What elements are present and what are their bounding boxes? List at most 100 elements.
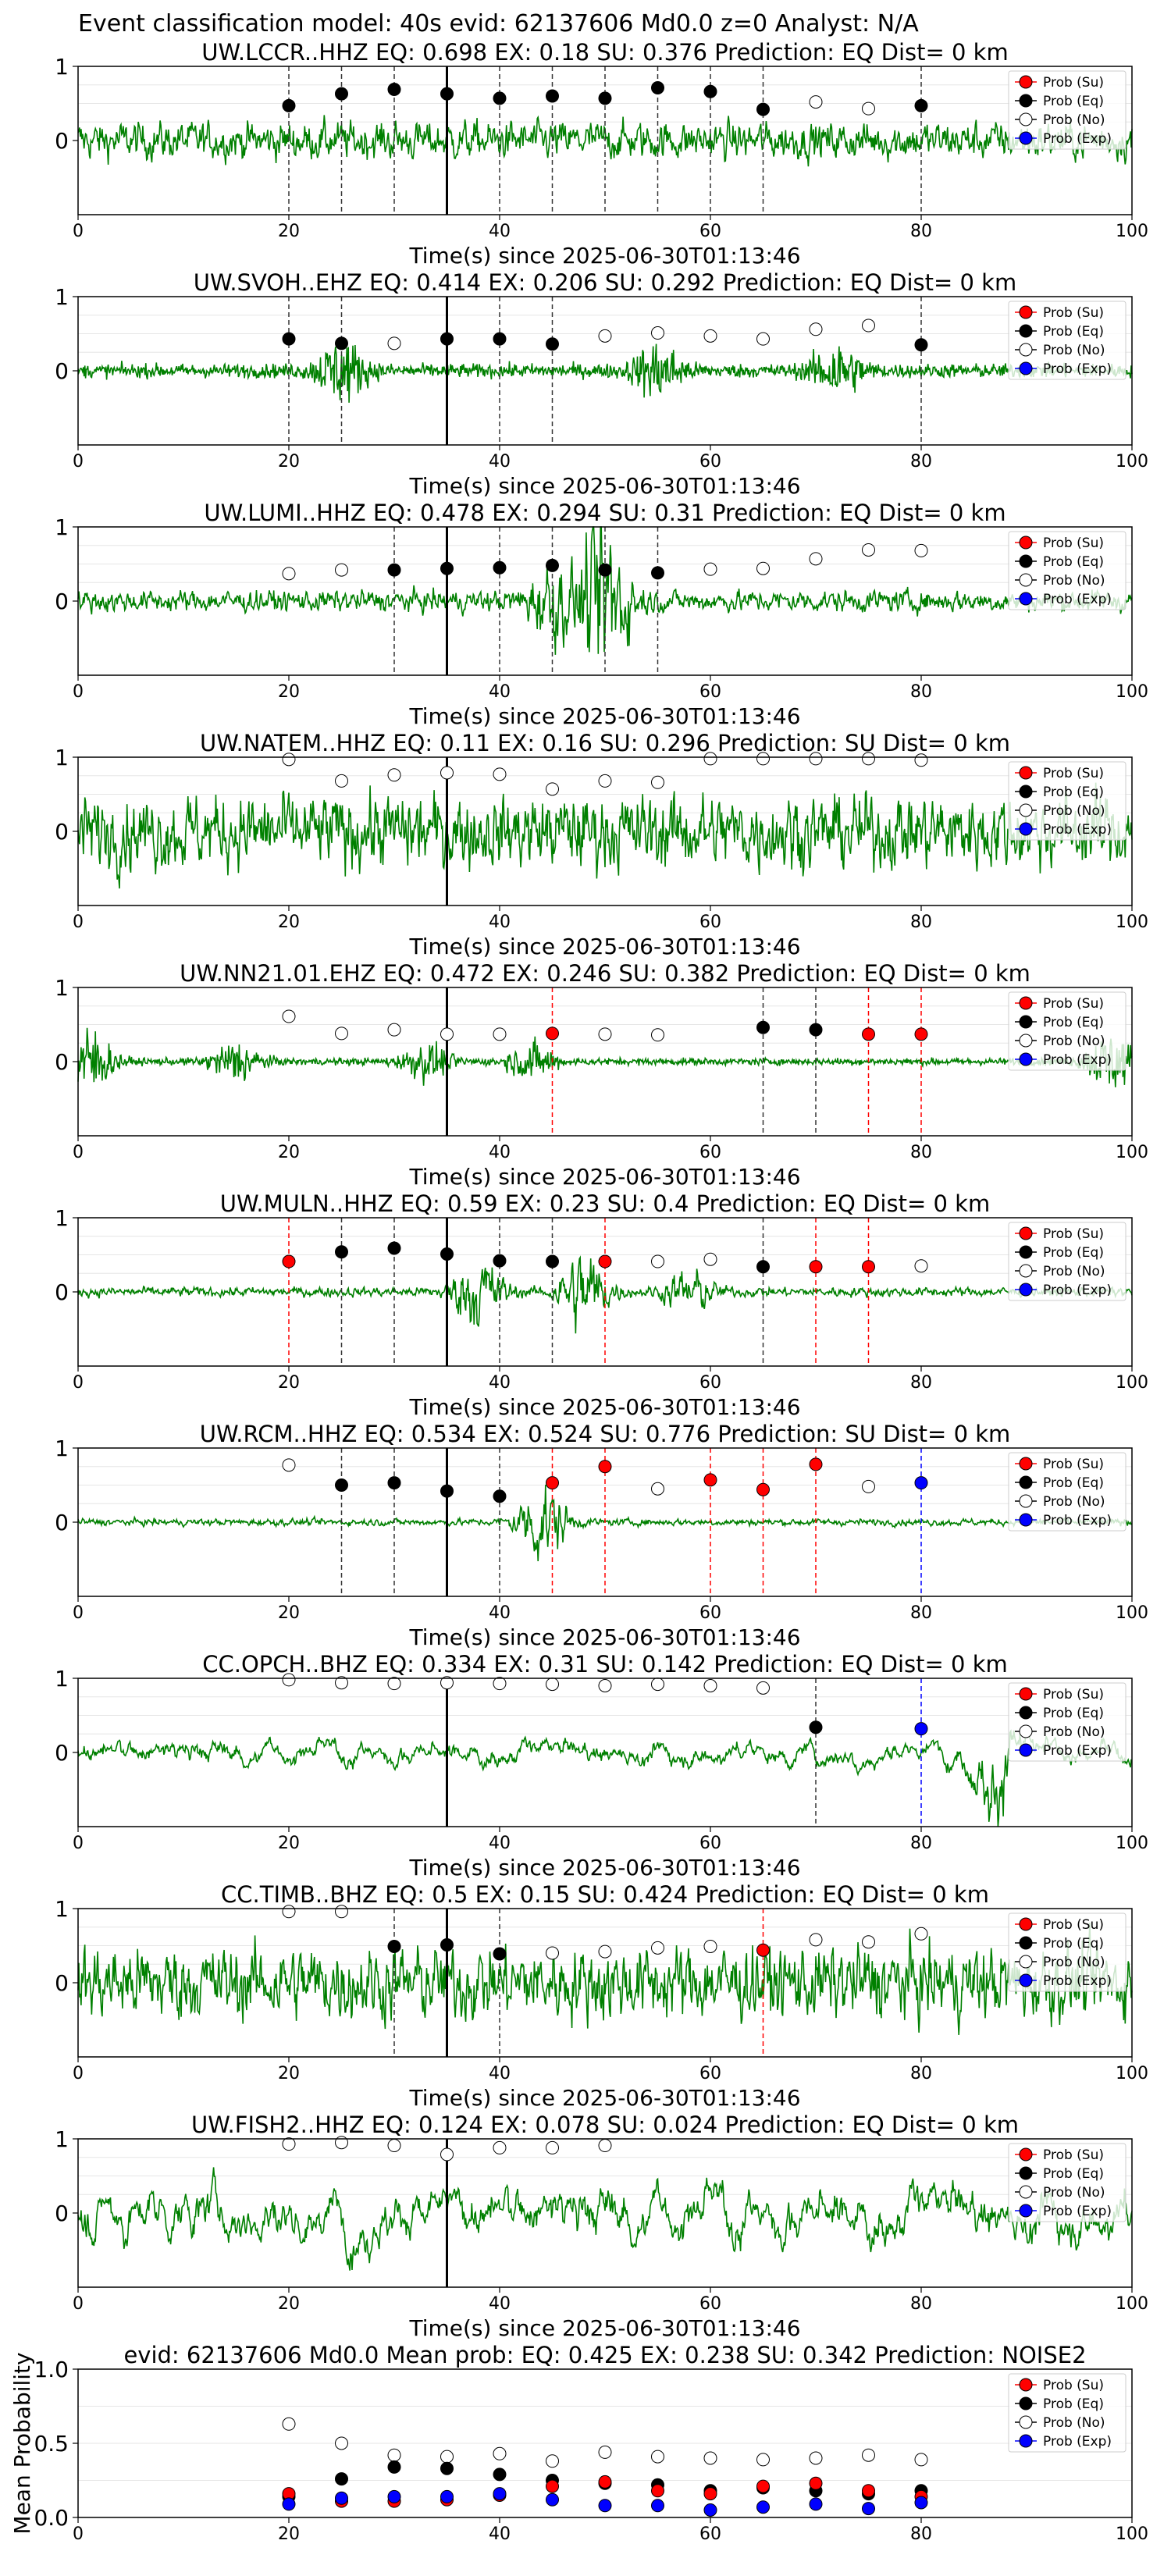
prob-marker: [493, 1489, 507, 1503]
prob-marker: [282, 1254, 296, 1268]
x-axis-label: Time(s) since 2025-06-30T01:13:46: [408, 1394, 800, 1420]
mean-prob-marker: [387, 2460, 401, 2474]
mean-prob-marker: [282, 2497, 296, 2511]
x-tick-label: 60: [699, 2064, 721, 2083]
x-tick-label: 20: [278, 1603, 300, 1623]
prob-marker: [703, 1679, 717, 1692]
prob-marker: [546, 1476, 559, 1490]
x-tick-label: 100: [1116, 1373, 1148, 1393]
legend-label: Prob (Eq): [1043, 2166, 1104, 2182]
legend-marker: [1019, 2396, 1033, 2411]
x-tick-label: 0: [73, 1143, 84, 1162]
mean-prob-marker: [335, 2436, 348, 2450]
x-tick-label: 40: [489, 222, 511, 241]
y-tick-label: 0: [55, 1740, 69, 1766]
x-tick-label: 100: [1116, 913, 1148, 932]
prob-marker: [282, 1458, 296, 1472]
legend-label: Prob (Su): [1043, 2378, 1104, 2393]
prob-marker: [862, 543, 875, 557]
x-tick-label: 60: [699, 222, 721, 241]
mean-prob-marker: [809, 2451, 823, 2465]
legend-marker: [1019, 75, 1033, 89]
prob-marker: [598, 1679, 612, 1692]
panel-title: evid: 62137606 Md0.0 Mean prob: EQ: 0.42…: [123, 2342, 1086, 2368]
x-tick-label: 20: [278, 452, 300, 471]
prob-marker: [862, 1935, 875, 1949]
x-axis-label: Time(s) since 2025-06-30T01:13:46: [408, 1164, 800, 1190]
x-tick-label: 40: [489, 2524, 511, 2544]
legend-label: Prob (Su): [1043, 996, 1104, 1012]
legend-marker: [1019, 343, 1033, 357]
panel-1: UW.LCCR..HHZ EQ: 0.698 EX: 0.18 SU: 0.37…: [55, 39, 1148, 269]
x-tick-label: 80: [910, 2064, 932, 2083]
x-tick-label: 100: [1116, 452, 1148, 471]
prob-marker: [756, 752, 770, 766]
mean-prob-marker: [756, 2453, 770, 2467]
prob-marker: [546, 558, 559, 572]
y-tick-label: 1: [55, 54, 69, 80]
prob-marker: [598, 1944, 612, 1959]
legend-marker: [1019, 1457, 1033, 1471]
x-tick-label: 40: [489, 1373, 511, 1393]
legend-marker: [1019, 785, 1033, 799]
prob-marker: [335, 1026, 348, 1041]
legend-marker: [1019, 1264, 1033, 1278]
prob-marker: [440, 1247, 454, 1261]
legend-marker: [1019, 2378, 1033, 2392]
x-tick-label: 0: [73, 913, 84, 932]
prob-marker: [440, 1938, 454, 1952]
prob-marker: [914, 1722, 928, 1736]
y-tick-label: 0: [55, 128, 69, 154]
prob-marker: [282, 2137, 296, 2151]
y-tick-label: 1: [55, 1436, 69, 1461]
x-tick-label: 60: [699, 452, 721, 471]
prob-marker: [651, 1028, 664, 1042]
prob-marker: [809, 552, 823, 566]
legend-marker: [1019, 305, 1033, 319]
legend-label: Prob (No): [1043, 2185, 1105, 2201]
prob-marker: [335, 2136, 348, 2150]
legend-marker: [1019, 112, 1033, 126]
prob-marker: [387, 768, 401, 782]
mean-prob-marker: [598, 2475, 612, 2489]
panel-title: UW.NN21.01.EHZ EQ: 0.472 EX: 0.246 SU: 0…: [180, 960, 1030, 987]
mean-prob-marker: [335, 2472, 348, 2486]
prob-marker: [703, 562, 717, 576]
panel-title: UW.NATEM..HHZ EQ: 0.11 EX: 0.16 SU: 0.29…: [200, 730, 1010, 756]
legend-marker: [1019, 1917, 1033, 1931]
legend-label: Prob (Eq): [1043, 554, 1104, 570]
x-tick-label: 80: [910, 913, 932, 932]
legend-frame: [1008, 2143, 1127, 2222]
prob-marker: [756, 1482, 770, 1496]
legend-marker: [1019, 2185, 1033, 2199]
legend-label: Prob (No): [1043, 573, 1105, 589]
panel-9: CC.TIMB..BHZ EQ: 0.5 EX: 0.15 SU: 0.424 …: [55, 1881, 1148, 2111]
mean-prob-marker: [862, 2502, 875, 2516]
legend-marker: [1019, 803, 1033, 817]
prob-marker: [703, 84, 717, 98]
legend-marker: [1019, 1245, 1033, 1259]
panel-5: UW.NN21.01.EHZ EQ: 0.472 EX: 0.246 SU: 0…: [55, 960, 1148, 1190]
mean-prob-marker: [703, 2487, 717, 2501]
prob-marker: [546, 1678, 559, 1692]
prob-marker: [282, 1009, 296, 1023]
legend-marker: [1019, 1743, 1033, 1757]
prob-marker: [809, 1023, 823, 1037]
x-tick-label: 40: [489, 1834, 511, 1853]
legend-label: Prob (No): [1043, 1264, 1105, 1279]
prob-marker: [809, 1260, 823, 1274]
prob-marker: [756, 1260, 770, 1274]
prob-marker: [493, 91, 507, 105]
prob-marker: [546, 89, 559, 103]
x-tick-label: 60: [699, 2524, 721, 2544]
x-tick-label: 20: [278, 2524, 300, 2544]
prob-marker: [335, 1478, 348, 1492]
legend-frame: [1008, 2373, 1127, 2453]
x-tick-label: 80: [910, 1373, 932, 1393]
legend-label: Prob (Su): [1043, 766, 1104, 781]
legend-frame: [1008, 301, 1127, 380]
x-tick-label: 100: [1116, 1603, 1148, 1623]
mean-prob-marker: [282, 2417, 296, 2431]
legend-marker: [1019, 1973, 1033, 1987]
prob-marker: [598, 774, 612, 788]
